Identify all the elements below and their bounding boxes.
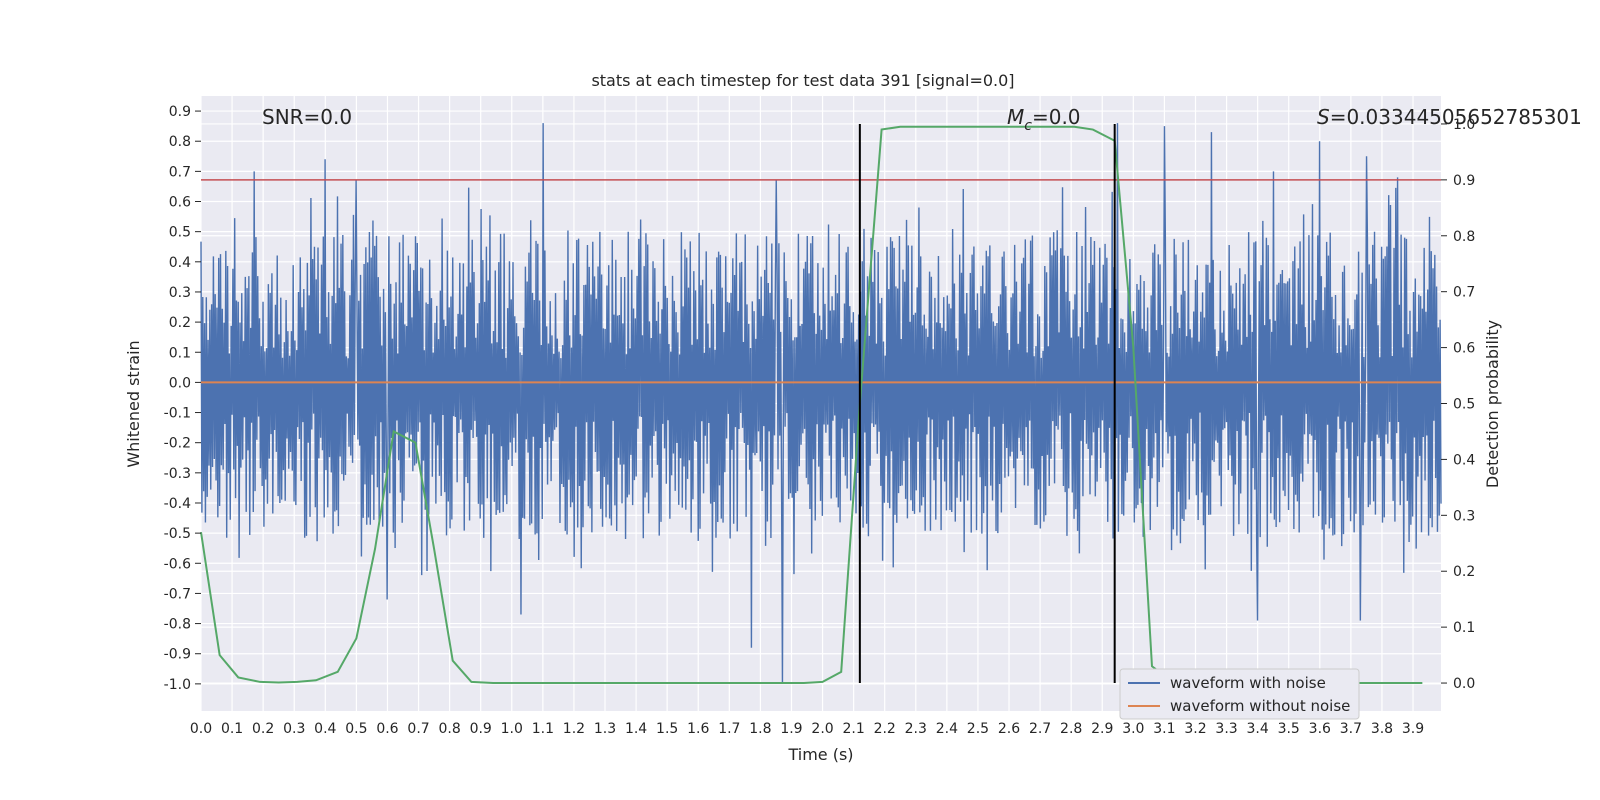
x-tick-label: 1.0 <box>501 721 523 737</box>
x-tick-label: 3.6 <box>1309 721 1331 737</box>
y-tick-label: -0.8 <box>164 617 191 633</box>
y-tick-label: -0.9 <box>164 647 191 663</box>
y-tick-label: -0.1 <box>164 406 191 422</box>
x-tick-label: 3.2 <box>1184 721 1206 737</box>
x-tick-label: 3.0 <box>1122 721 1144 737</box>
y2-tick-label: 0.7 <box>1453 285 1475 301</box>
mc-value: =0.0 <box>1032 105 1081 129</box>
y-tick-label: 0.9 <box>169 104 191 120</box>
mc-annotation: Mc=0.0 <box>1007 105 1081 134</box>
legend-box <box>1119 668 1360 720</box>
y-tick-label: 0.7 <box>169 164 191 180</box>
s-annotation: S=0.03344505652785301 <box>1317 105 1582 129</box>
x-tick-label: 3.3 <box>1215 721 1237 737</box>
x-tick-label: 3.4 <box>1247 721 1269 737</box>
x-tick-label: 1.2 <box>563 721 585 737</box>
y2-tick-label: 0.8 <box>1453 229 1475 245</box>
y2-tick-label: 0.0 <box>1453 676 1475 692</box>
x-tick-label: 0.9 <box>470 721 492 737</box>
x-tick-label: 1.8 <box>749 721 771 737</box>
y2-tick-label: 0.5 <box>1453 397 1475 413</box>
x-tick-label: 0.8 <box>438 721 460 737</box>
y-tick-label: 0.8 <box>169 134 191 150</box>
x-axis-label: Time (s) <box>787 745 853 764</box>
x-tick-label: 3.8 <box>1371 721 1393 737</box>
x-tick-label: 2.7 <box>1029 721 1051 737</box>
y-tick-label: -0.7 <box>164 586 191 602</box>
s-symbol: S <box>1317 105 1330 129</box>
y2-tick-label: 0.3 <box>1453 508 1475 524</box>
y2-axis-label: Detection probability <box>1483 320 1502 488</box>
x-tick-label: 2.9 <box>1091 721 1113 737</box>
x-tick-label: 2.1 <box>842 721 864 737</box>
x-tick-label: 2.4 <box>936 721 958 737</box>
x-tick-label: 2.8 <box>1060 721 1082 737</box>
y-tick-label: 0.4 <box>169 255 191 271</box>
s-value: =0.03344505652785301 <box>1330 105 1582 129</box>
y2-tick-label: 0.6 <box>1453 341 1475 357</box>
x-tick-label: 2.5 <box>967 721 989 737</box>
y2-tick-label: 0.1 <box>1453 620 1475 636</box>
x-tick-label: 0.4 <box>314 721 336 737</box>
y-tick-label: 0.3 <box>169 285 191 301</box>
y2-tick-label: 0.2 <box>1453 564 1475 580</box>
x-tick-label: 1.6 <box>687 721 709 737</box>
x-tick-label: 0.2 <box>252 721 274 737</box>
x-tick-label: 1.3 <box>594 721 616 737</box>
y2-axis-ticks: 1.0 0.9 0.8 0.7 0.6 0.5 0.4 0.3 0.2 0.1 0.0 <box>1441 117 1475 692</box>
x-tick-label: 0.0 <box>190 721 212 737</box>
y-tick-label: -0.3 <box>164 466 191 482</box>
x-tick-label: 0.5 <box>345 721 367 737</box>
y-tick-label: 0.0 <box>169 375 191 391</box>
x-tick-label: 1.9 <box>780 721 802 737</box>
x-tick-label: 1.7 <box>718 721 740 737</box>
y-tick-label: -0.4 <box>164 496 191 512</box>
x-tick-label: 1.4 <box>625 721 647 737</box>
x-tick-label: 1.1 <box>532 721 554 737</box>
chart-title: stats at each timestep for test data 391… <box>591 71 1014 90</box>
x-tick-label: 3.1 <box>1153 721 1175 737</box>
y-axis-label: Whitened strain <box>124 340 143 467</box>
waveform-with-noise-line <box>200 123 1442 684</box>
y2-tick-label: 1.0 <box>1453 117 1475 133</box>
x-tick-label: 2.6 <box>998 721 1020 737</box>
y-axis-ticks: 0.9 0.8 0.7 0.6 0.5 0.4 0.3 0.2 0.1 0.0 -0.1 -0.2 -0… <box>164 104 201 693</box>
x-tick-label: 0.1 <box>221 721 243 737</box>
series-waveform-with-noise <box>200 123 1442 684</box>
legend-label-waveform-with-noise: waveform with noise <box>1170 674 1326 692</box>
snr-annotation: SNR=0.0 <box>262 105 352 129</box>
x-tick-label: 3.5 <box>1278 721 1300 737</box>
x-tick-label: 3.7 <box>1340 721 1362 737</box>
mc-subscript: c <box>1024 118 1032 134</box>
x-tick-label: 0.6 <box>376 721 398 737</box>
x-tick-label: 1.5 <box>656 721 678 737</box>
y-tick-label: -0.6 <box>164 556 191 572</box>
y2-tick-label: 0.9 <box>1453 173 1475 189</box>
x-tick-label: 0.7 <box>407 721 429 737</box>
mc-symbol: M <box>1007 105 1024 129</box>
legend-label-waveform-without-noise: waveform without noise <box>1170 697 1350 715</box>
y2-tick-label: 0.4 <box>1453 452 1475 468</box>
y-tick-label: 0.6 <box>169 195 191 211</box>
x-tick-label: 3.9 <box>1402 721 1424 737</box>
x-tick-label: 0.3 <box>283 721 305 737</box>
x-tick-label: 2.3 <box>905 721 927 737</box>
legend: waveform with noise waveform without noi… <box>1119 668 1360 720</box>
x-axis-ticks: 0.0 0.1 0.2 0.3 0.4 0.5 0.6 0.7 0.8 0.9 1.0 1.1 1.2 1… <box>190 721 1424 737</box>
y-tick-label: 0.2 <box>169 315 191 331</box>
y-tick-label: -1.0 <box>164 677 191 693</box>
x-tick-label: 2.0 <box>811 721 833 737</box>
y-tick-label: 0.5 <box>169 225 191 241</box>
y-tick-label: -0.2 <box>164 436 191 452</box>
y-tick-label: 0.1 <box>169 345 191 361</box>
y-tick-label: -0.5 <box>164 526 191 542</box>
x-tick-label: 2.2 <box>874 721 896 737</box>
